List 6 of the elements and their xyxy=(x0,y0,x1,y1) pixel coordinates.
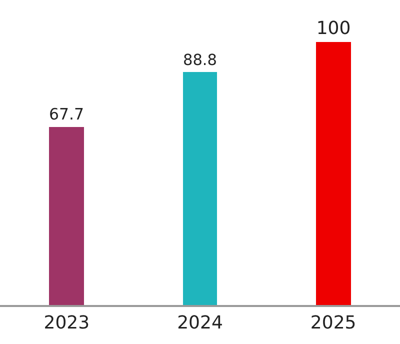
data-label: 88.8 xyxy=(183,50,217,69)
x-tick-label: 2023 xyxy=(44,312,90,334)
data-label: 100 xyxy=(316,18,351,39)
x-tick-label: 2025 xyxy=(310,312,356,334)
x-tick-label: 2024 xyxy=(177,312,223,334)
data-label: 67.7 xyxy=(49,104,84,124)
